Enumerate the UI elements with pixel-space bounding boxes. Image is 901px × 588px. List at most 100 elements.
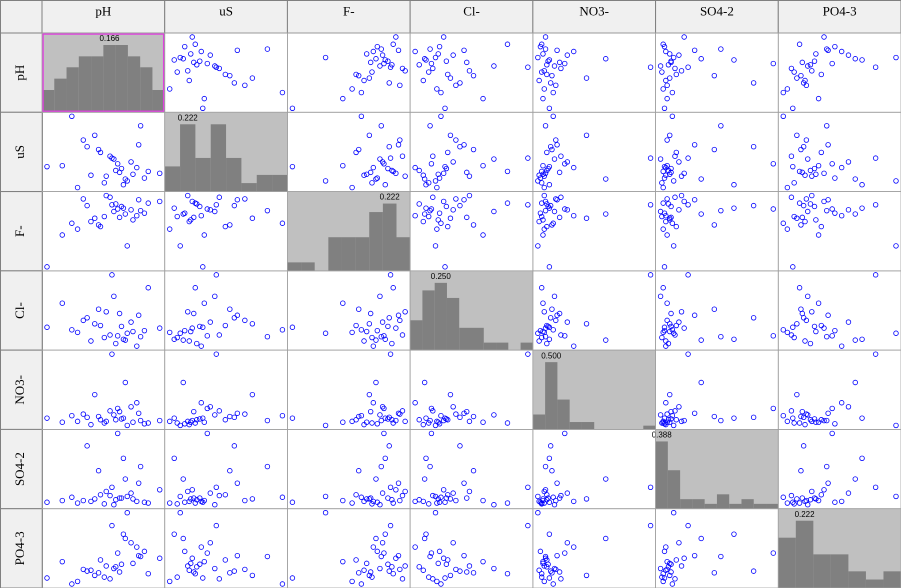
histogram-bar — [795, 520, 814, 588]
scatter-point — [798, 72, 804, 79]
scatter-point — [340, 300, 346, 306]
scatter-point — [466, 488, 473, 495]
scatter-point — [780, 113, 786, 119]
scatter-point — [466, 173, 473, 179]
scatter-point — [571, 212, 577, 219]
scatter-point — [893, 493, 899, 500]
scatter-point — [661, 264, 668, 270]
scatter-point — [558, 576, 564, 582]
scatter-point — [363, 51, 370, 57]
scatter-point — [788, 194, 795, 200]
scatter-point — [438, 494, 444, 500]
scatter-point — [553, 82, 559, 89]
scatter-point — [88, 218, 94, 225]
row-header-cell — [0, 32, 43, 113]
scatter-point — [893, 243, 899, 249]
scatter-point — [430, 576, 436, 582]
histogram-bar — [704, 503, 717, 509]
scatter-point — [198, 343, 204, 349]
scatter-point — [200, 415, 206, 421]
scatter-point — [556, 310, 563, 317]
scatter-point — [423, 205, 429, 211]
scatter-point — [442, 163, 448, 170]
scatter-point — [186, 218, 192, 225]
scatter-point — [664, 566, 670, 573]
scatter-point — [423, 455, 429, 461]
scatter-point — [381, 333, 387, 339]
scatter-point — [369, 574, 375, 580]
scatter-point — [829, 405, 835, 412]
scatter-point — [423, 182, 429, 188]
scatter-point — [361, 77, 367, 84]
scatter-point — [821, 417, 827, 424]
scatter-point — [128, 207, 134, 213]
scatter-point — [464, 59, 470, 66]
scatter-point — [216, 408, 223, 414]
scatter-point — [796, 41, 803, 47]
scatter-point — [88, 338, 94, 344]
scatter-point — [691, 552, 698, 559]
scatter-point — [681, 34, 687, 40]
histogram-bar — [287, 262, 302, 271]
scatter-point — [231, 80, 238, 86]
scatter-point — [794, 391, 800, 398]
scatter-point — [691, 47, 698, 53]
scatter-point — [370, 544, 377, 550]
scatter-point — [750, 144, 757, 150]
scatter-point — [191, 408, 197, 415]
scatter-point — [249, 321, 256, 327]
scatter-point — [550, 327, 556, 333]
scatter-point — [194, 340, 200, 347]
scatter-point — [544, 557, 550, 563]
scatter-point — [829, 60, 835, 67]
histogram-bar — [753, 503, 767, 509]
scatter-point — [432, 178, 439, 184]
scatter-point — [124, 422, 130, 429]
scatter-point — [109, 484, 115, 491]
scatter-point — [397, 82, 403, 89]
scatter-point — [188, 560, 194, 567]
scatter-point — [191, 569, 197, 575]
scatter-point — [369, 180, 375, 186]
scatter-point — [435, 51, 441, 57]
scatter-point — [387, 522, 394, 529]
scatter-point — [464, 495, 470, 501]
histogram-bar — [180, 124, 196, 192]
scatter-point — [672, 194, 678, 200]
scatter-point — [457, 80, 463, 86]
scatter-point — [135, 410, 142, 416]
scatter-point — [538, 334, 545, 341]
scatter-point — [416, 62, 422, 68]
scatter-point — [358, 494, 365, 500]
scatter-point — [838, 48, 845, 55]
scatter-point — [825, 480, 831, 486]
scatter-point — [234, 197, 241, 203]
scatter-point — [242, 317, 248, 324]
scatter-point — [377, 412, 383, 418]
scatter-point — [838, 164, 845, 171]
scatter-point — [231, 568, 238, 574]
scatter-point — [673, 223, 679, 230]
scatter-point — [791, 213, 797, 220]
scatter-point — [420, 218, 426, 225]
scatter-point — [685, 351, 691, 357]
scatter-point — [177, 510, 183, 516]
scatter-point — [182, 327, 188, 334]
scatter-point — [802, 218, 808, 225]
scatter-point — [92, 391, 98, 398]
scatter-point — [665, 201, 672, 207]
scatter-point — [430, 194, 436, 200]
scatter-point — [194, 564, 200, 570]
histogram-bar — [78, 56, 92, 113]
scatter-point — [95, 570, 102, 576]
scatter-point — [389, 340, 395, 347]
scatter-point — [420, 77, 426, 84]
scatter-point — [551, 208, 558, 215]
scatter-point — [491, 412, 497, 418]
scatter-point — [678, 309, 685, 315]
scatter-point — [421, 379, 428, 386]
scatter-point — [447, 496, 454, 502]
scatter-point — [111, 293, 117, 300]
scatter-point — [103, 173, 109, 179]
histogram-bar — [369, 212, 383, 271]
